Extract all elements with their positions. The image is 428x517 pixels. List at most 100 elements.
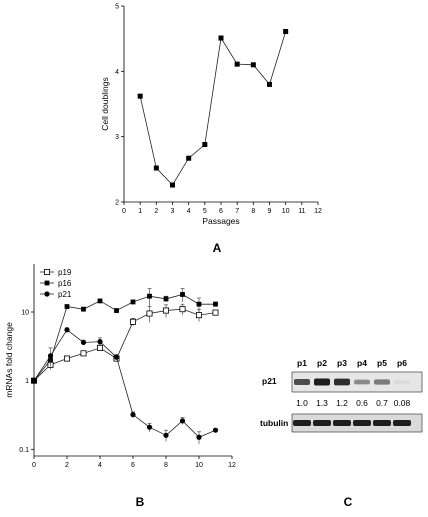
blot-quant-p4: 0.6 (356, 398, 368, 408)
chart-b-point-p16-8 (163, 296, 169, 302)
blot-p21-band-p1 (294, 378, 310, 386)
chart-b-line-p21 (33, 329, 216, 438)
blot-tubulin-bands (293, 420, 411, 426)
chart-b-series-p21 (31, 327, 219, 444)
chart-b-x-tick-label-6: 12 (228, 462, 236, 469)
chart-b-y-label: mRNAs fold change (4, 322, 14, 398)
chart-b-line-p19 (33, 308, 216, 381)
chart-b-point-p19-3 (80, 350, 87, 357)
blot-p21-band-p4 (354, 379, 370, 385)
chart-a-point-0 (137, 93, 143, 99)
chart-a-y-tick-label-1: 3 (115, 134, 119, 141)
chart-b-point-p19-7 (146, 310, 153, 317)
chart-b-y-tick-label-2: 10 (21, 310, 29, 317)
blot-lane-labels: p1 p2 p3 p4 p5 p6 (297, 358, 407, 368)
chart-b-point-p21-9 (179, 418, 186, 424)
chart-b-x-tick-label-2: 4 (98, 462, 102, 469)
blot-p21-band-p5 (374, 379, 390, 385)
legend-label-p21: p21 (58, 290, 72, 299)
chart-b-point-p19-2 (64, 355, 71, 362)
chart-a-x-tick-label-4: 4 (187, 208, 191, 215)
chart-b-x-tick-label-4: 8 (164, 462, 168, 469)
chart-b-x-tick-label-5: 10 (195, 462, 203, 469)
blot-tubulin-band-p6 (393, 420, 411, 426)
chart-b-point-p21-8 (163, 432, 169, 438)
blot-quantification: 1.0 1.3 1.2 0.6 0.7 0.08 (296, 398, 410, 408)
panel-letter-a: A (213, 241, 222, 255)
chart-a-point-5 (218, 35, 224, 41)
chart-b-point-p21-0 (31, 378, 37, 384)
blot-p21-band-p2 (314, 378, 330, 386)
chart-b-point-p16-7 (147, 293, 152, 299)
blot-lane-label-p2: p2 (317, 358, 327, 368)
blot-quant-p2: 1.3 (316, 398, 328, 408)
chart-a-x-tick-label-0: 0 (122, 208, 126, 215)
blot-tubulin-band-p5 (373, 420, 391, 426)
chart-a-point-2 (170, 182, 175, 188)
chart-a-y-tick-label-2: 4 (115, 69, 119, 76)
chart-a-x-tick-label-2: 2 (154, 208, 158, 215)
blot-lane-label-p1: p1 (297, 358, 307, 368)
chart-b-x-ticks: 0 2 4 6 8 10 12 (32, 456, 236, 469)
chart-a-y-label: Cell doublings (100, 77, 110, 130)
chart-b-point-p19-9 (179, 306, 186, 313)
chart-b-point-p21-10 (196, 434, 202, 440)
blot-tubulin-label: tubulin (260, 418, 288, 428)
legend-marker-p21 (44, 291, 50, 297)
chart-b-point-p19-6 (129, 318, 136, 325)
blot-lane-label-p3: p3 (337, 358, 347, 368)
chart-b-x-tick-label-0: 0 (32, 462, 36, 469)
blot-quant-p6: 0.08 (394, 398, 411, 408)
chart-a-series (137, 28, 289, 188)
blot-p21-bands (294, 378, 410, 386)
chart-a-point-4 (202, 142, 208, 148)
chart-b-point-p19-4 (97, 344, 104, 351)
chart-b-point-p21-1 (47, 353, 54, 359)
chart-a-point-7 (250, 62, 256, 68)
blot-tubulin-band-p1 (293, 420, 311, 426)
chart-b-series-p16 (31, 288, 218, 384)
chart-b-y-tick-label-1: 1 (25, 378, 29, 385)
chart-a-y-tick-label-3: 5 (115, 4, 119, 11)
blot-quant-p5: 0.7 (376, 398, 388, 408)
chart-a-point-6 (234, 61, 240, 67)
chart-b-series-p19 (30, 303, 219, 384)
chart-a-x-tick-label-5: 5 (203, 208, 207, 215)
chart-a-y-tick-label-0: 2 (115, 200, 119, 207)
blot-tubulin-band-p4 (353, 420, 371, 426)
chart-b-point-p16-4 (97, 298, 103, 304)
chart-a-x-ticks: 0 1 2 3 4 5 6 7 8 9 10 11 12 (122, 202, 322, 215)
chart-a-x-tick-label-11: 11 (298, 208, 305, 215)
blot-quant-p3: 1.2 (336, 398, 348, 408)
chart-b-point-p16-2 (64, 304, 70, 309)
chart-b-point-p16-10 (196, 301, 202, 307)
blot-lane-label-p5: p5 (377, 358, 387, 368)
chart-a-y-ticks: 2 3 4 5 (115, 4, 124, 207)
chart-b-x-tick-label-1: 2 (65, 462, 69, 469)
blot-p21-band-p6 (394, 380, 410, 384)
chart-a-point-8 (267, 81, 272, 87)
chart-a-x-tick-label-7: 7 (235, 208, 239, 215)
chart-b-line-p16 (33, 294, 216, 381)
chart-a-x-tick-label-6: 6 (219, 208, 223, 215)
blot-lane-label-p6: p6 (397, 358, 407, 368)
chart-b-point-p21-2 (64, 327, 70, 333)
chart-a-x-tick-label-8: 8 (251, 208, 255, 215)
chart-b-point-p19-10 (195, 312, 202, 319)
chart-b-point-p21-7 (146, 424, 153, 430)
legend-label-p16: p16 (58, 279, 72, 288)
chart-b-point-p19-11 (212, 309, 219, 316)
chart-a-x-tick-label-1: 1 (138, 208, 142, 215)
chart-a-x-label: Passages (202, 216, 239, 226)
legend-label-p19: p19 (58, 268, 72, 277)
blot-tubulin-band-p3 (333, 420, 351, 426)
legend-marker-p19 (44, 268, 51, 275)
blot-quant-p1: 1.0 (296, 398, 308, 408)
chart-b-point-p19-8 (162, 307, 169, 314)
chart-b-point-p21-6 (130, 412, 136, 418)
chart-a-point-9 (283, 28, 289, 34)
blot-p21-label: p21 (262, 376, 277, 386)
chart-b-x-tick-label-3: 6 (131, 462, 135, 469)
